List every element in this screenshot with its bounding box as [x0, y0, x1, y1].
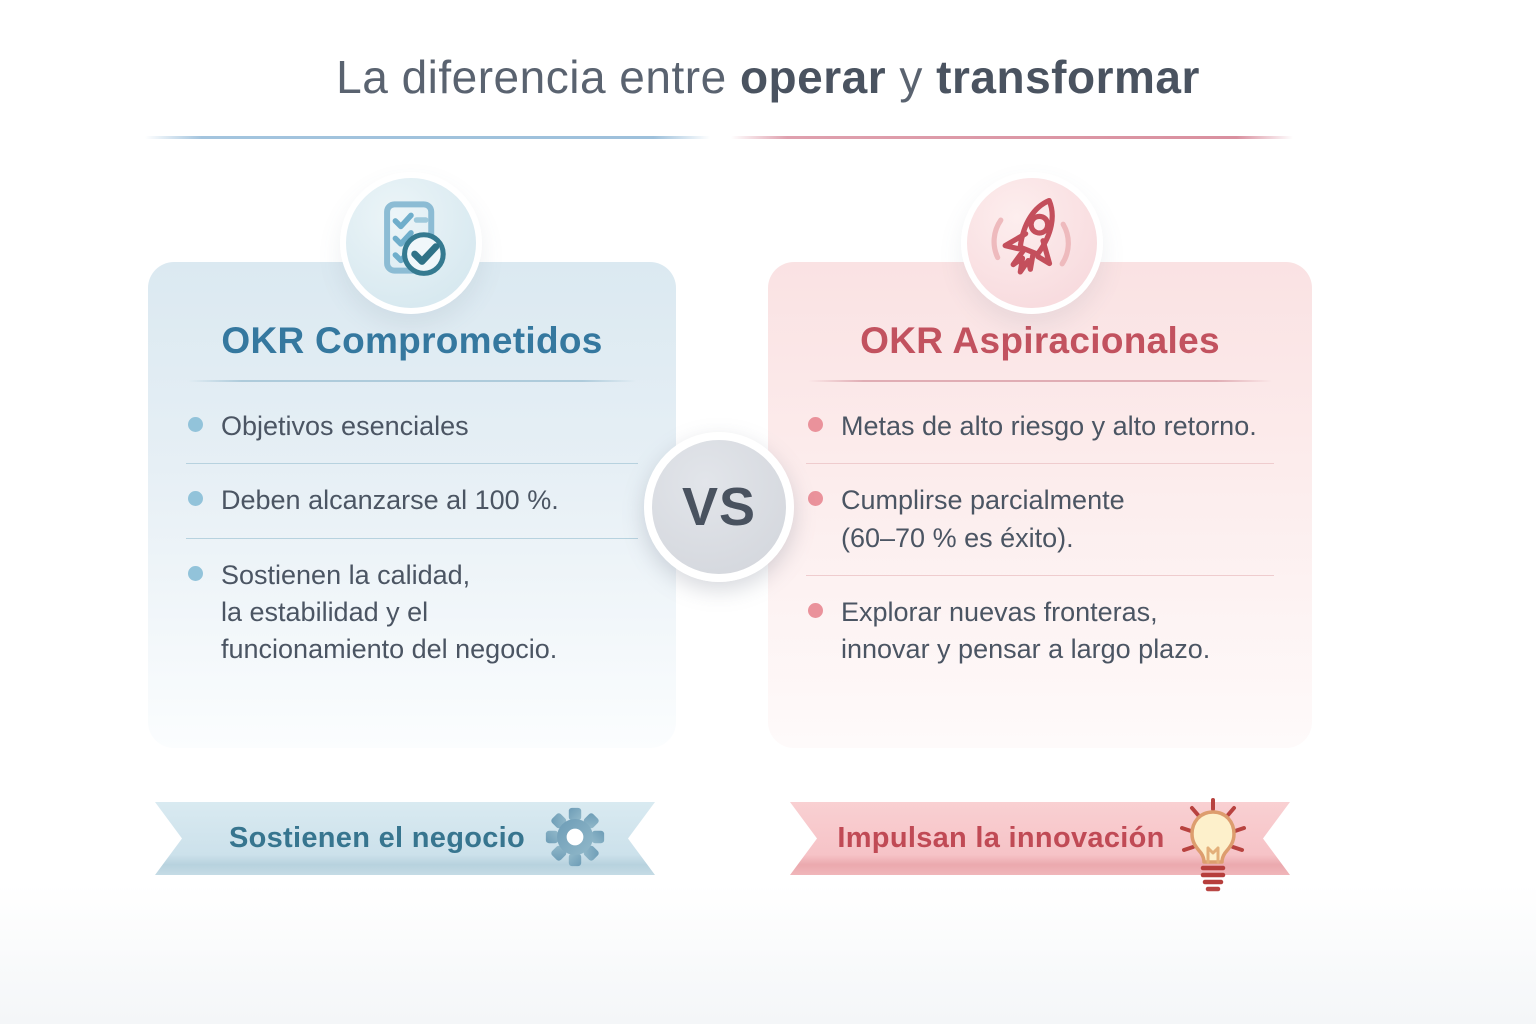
bullet-text: Explorar nuevas fronteras, innovar y pen… — [841, 596, 1211, 664]
title-regular-1: La diferencia entre — [336, 51, 740, 103]
title-divider-red — [731, 136, 1293, 139]
list-item: Explorar nuevas fronteras, innovar y pen… — [804, 576, 1276, 687]
committed-heading-rule — [188, 380, 636, 382]
title-divider-blue — [145, 136, 710, 139]
bullet-text: Metas de alto riesgo y alto retorno. — [841, 411, 1257, 441]
bullet-dot — [808, 491, 823, 507]
gear-icon — [544, 806, 606, 868]
lightbulb-icon-svg — [1180, 798, 1246, 892]
footer-fade — [0, 884, 1536, 1024]
committed-banner-label: Sostienen el negocio — [228, 822, 526, 854]
bullet-separator — [186, 463, 638, 465]
okr-committed-card: OKR Comprometidos Objetivos esenciales D… — [148, 262, 676, 748]
checklist-icon-svg — [384, 201, 446, 276]
bullet-separator — [806, 574, 1274, 576]
bullet-dot — [808, 602, 823, 618]
okr-aspirational-card: OKR Aspiracionales Metas de alto riesgo … — [768, 262, 1312, 748]
vs-badge: VS — [644, 432, 794, 582]
bullet-text: Sostienen la calidad, la estabilidad y e… — [221, 559, 558, 665]
bullet-text: Deben alcanzarse al 100 %. — [221, 485, 559, 516]
bullet-dot — [188, 417, 203, 432]
list-item: Metas de alto riesgo y alto retorno. — [804, 390, 1276, 463]
title-regular-2: y — [886, 51, 937, 103]
committed-banner: Sostienen el negocio — [155, 802, 655, 875]
vs-label: VS — [681, 477, 757, 537]
bullet-dot — [808, 417, 823, 432]
title-bold-transformar: transformar — [936, 51, 1200, 103]
bullet-dot — [188, 491, 203, 507]
bullet-dot — [188, 565, 203, 581]
gear-icon-svg — [545, 807, 605, 867]
title-bold-operar: operar — [739, 51, 887, 103]
list-item: Deben alcanzarse al 100 %. — [184, 464, 640, 537]
bullet-separator — [806, 463, 1274, 465]
list-item: Objetivos esenciales — [184, 390, 640, 463]
rocket-icon-svg — [991, 197, 1071, 275]
rocket-icon — [961, 172, 1103, 314]
committed-heading: OKR Comprometidos — [221, 320, 603, 361]
bullet-separator — [186, 537, 638, 539]
list-item: Cumplirse parcialmente (60–70 % es éxito… — [804, 464, 1276, 575]
bullet-text: Objetivos esenciales — [221, 411, 469, 441]
aspirational-banner-label: Impulsan la innovación — [837, 822, 1165, 854]
checklist-icon — [340, 172, 482, 314]
aspirational-heading-rule — [808, 380, 1272, 382]
aspirational-heading: OKR Aspiracionales — [860, 320, 1220, 361]
list-item: Sostienen la calidad, la estabilidad y e… — [184, 539, 640, 687]
lightbulb-icon — [1176, 796, 1250, 898]
page-title: La diferencia entre operar y transformar — [0, 50, 1536, 104]
bullet-text: Cumplirse parcialmente (60–70 % es éxito… — [841, 485, 1125, 553]
